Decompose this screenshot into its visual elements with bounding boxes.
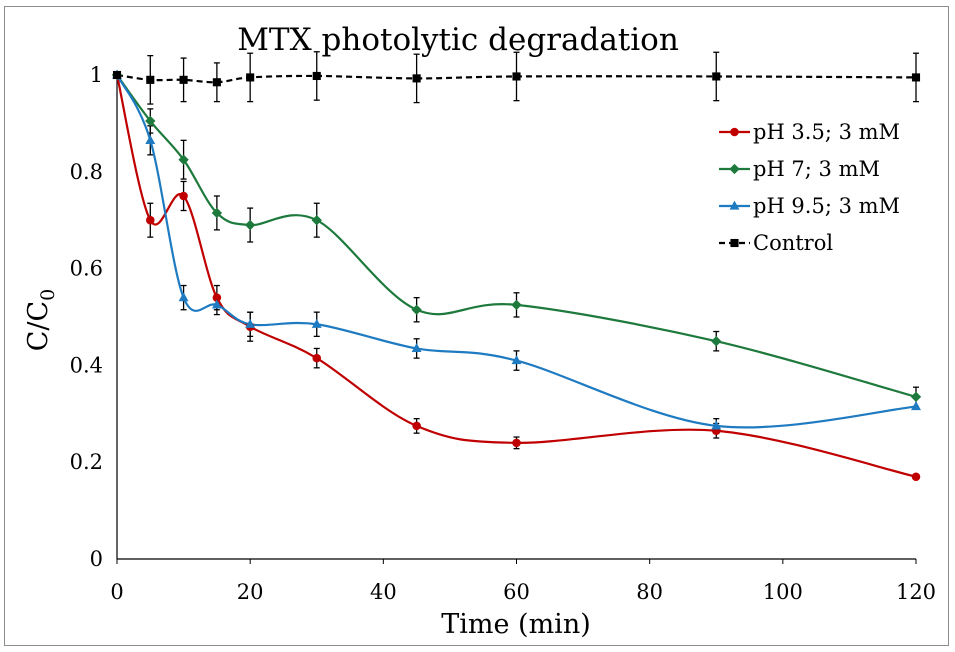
series-2-point	[145, 115, 156, 127]
series-3-point	[145, 134, 156, 144]
series-3-point	[211, 299, 222, 309]
legend-label: pH 9.5; 3 mM	[753, 194, 900, 218]
y-tick-label: 0.2	[70, 450, 103, 474]
chart-frame	[4, 6, 949, 646]
series-3-point	[711, 420, 722, 430]
series-4-point	[911, 73, 921, 82]
y-tick-label: 0.4	[70, 353, 103, 377]
series-2-point	[311, 215, 322, 226]
y-axis-label: C/C0	[23, 289, 59, 352]
legend-label: pH 3.5; 3 mM	[753, 120, 900, 144]
legend-label: pH 7; 3 mM	[753, 157, 880, 181]
series-2-point	[511, 299, 522, 311]
legend-marker	[729, 200, 740, 210]
y-axis-label-main: C/C	[23, 301, 54, 351]
series-4-point	[112, 70, 122, 80]
x-tick-label: 40	[370, 580, 397, 604]
series-1-point	[212, 293, 222, 302]
series-4-point	[712, 72, 721, 81]
x-ticks: 0 20 40 60 80 100 120	[110, 559, 936, 604]
legend-item: pH 9.5; 3 mM	[719, 194, 900, 218]
legend-label: Control	[753, 231, 833, 255]
y-ticks: 0 0.2 0.4 0.6 0.8 1	[70, 63, 103, 571]
series-3-point	[245, 318, 256, 328]
y-tick-label: 0	[90, 547, 103, 571]
legend-item: Control	[719, 231, 833, 255]
legend-item: pH 3.5; 3 mM	[719, 120, 900, 144]
series-4-point	[246, 73, 255, 82]
legend-marker	[730, 127, 739, 137]
series-1-point	[911, 472, 921, 481]
legend: pH 3.5; 3 mM pH 7; 3 mM pH 9.5; 3 mM Contro…	[719, 120, 900, 255]
y-tick-label: 1	[90, 63, 103, 87]
series-4-point	[312, 71, 321, 81]
series-2-point	[244, 219, 256, 231]
series-2-point	[711, 336, 722, 347]
series-1-point	[312, 353, 322, 363]
series-3-point	[911, 401, 921, 411]
svg-text:C/C0: C/C0	[23, 289, 59, 352]
series-4-point	[179, 75, 188, 84]
x-tick-label: 0	[110, 580, 123, 604]
series-4-point	[412, 74, 421, 83]
series-2-point	[411, 304, 422, 315]
x-tick-label: 80	[636, 580, 663, 604]
x-axis-label: Time (min)	[441, 609, 591, 640]
y-tick-label: 0.8	[70, 160, 103, 184]
chart-title: MTX photolytic degradation	[237, 22, 679, 58]
series-1-point	[412, 421, 421, 431]
x-tick-label: 60	[503, 580, 530, 604]
legend-marker	[730, 238, 739, 248]
x-tick-label: 100	[763, 580, 803, 604]
legend-item: pH 7; 3 mM	[719, 157, 880, 181]
series-1-point	[512, 438, 521, 448]
series-3-point	[178, 292, 189, 302]
series-markers	[111, 69, 922, 481]
x-tick-label: 20	[237, 580, 264, 604]
x-tick-label: 120	[896, 580, 936, 604]
y-axis-label-sub: 0	[37, 289, 59, 301]
series-3-point	[511, 355, 522, 365]
series-1-point	[179, 191, 188, 201]
series-4-point	[212, 78, 221, 87]
series-2-point	[178, 154, 189, 165]
series-1-point	[146, 215, 155, 225]
series-3-point	[311, 318, 322, 328]
series-2-point	[211, 207, 223, 219]
series-3-point	[411, 343, 422, 353]
series-2-point	[910, 391, 922, 403]
y-tick-label: 0.6	[70, 257, 103, 281]
series-4-point	[512, 72, 521, 81]
series-4-point	[146, 75, 155, 84]
legend-marker	[729, 163, 740, 175]
